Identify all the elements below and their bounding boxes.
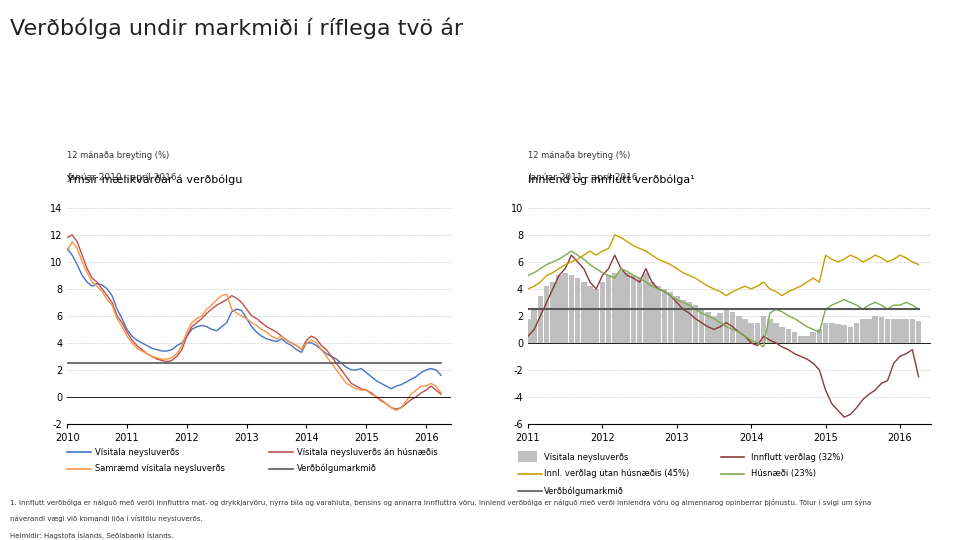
Bar: [903, 319, 909, 343]
Bar: [705, 312, 710, 343]
Bar: [681, 300, 685, 343]
Bar: [841, 325, 847, 343]
Bar: [773, 322, 779, 343]
Bar: [661, 289, 667, 343]
Bar: [606, 275, 612, 343]
Bar: [593, 289, 599, 343]
Text: •  Sem fyrr togast á innflutt verðhjöðnun og innlend verðbólga (og þá helst húsn: • Sem fyrr togast á innflutt verðhjöðnun…: [17, 175, 474, 185]
Bar: [853, 322, 859, 343]
Bar: [785, 329, 791, 343]
Bar: [909, 319, 915, 343]
Text: •  Verðbólga var 1,6% í apríl – minnkaði úr 2,1% í ársbyrjun en jókst lítillega : • Verðbólga var 1,6% í apríl – minnkaði …: [17, 84, 956, 93]
Bar: [760, 316, 766, 343]
Bar: [668, 292, 673, 343]
Text: Vísitala neysluverðs: Vísitala neysluverðs: [543, 453, 628, 462]
Bar: [581, 282, 587, 343]
Bar: [532, 309, 537, 343]
Bar: [618, 271, 624, 343]
Bar: [717, 313, 723, 343]
Text: Heimldir: Hagstofa Íslands, Seðlabanki Íslands.: Heimldir: Hagstofa Íslands, Seðlabanki Í…: [10, 532, 173, 539]
Bar: [686, 302, 692, 343]
Text: Innlend og innflutt verðbólga¹: Innlend og innflutt verðbólga¹: [528, 174, 695, 185]
Bar: [810, 332, 816, 343]
Bar: [755, 322, 760, 343]
Text: náverandi vægi við komandi liða í vísitölu neysluverðs.: náverandi vægi við komandi liða í vísitö…: [10, 516, 203, 522]
Bar: [612, 273, 617, 343]
Bar: [829, 322, 834, 343]
Bar: [711, 316, 717, 343]
Bar: [891, 319, 897, 343]
Bar: [624, 273, 630, 343]
Text: 12 mánaða breyting (%): 12 mánaða breyting (%): [528, 151, 631, 160]
Bar: [792, 332, 798, 343]
Text: Innflutt verðlag (32%): Innflutt verðlag (32%): [751, 453, 843, 462]
Bar: [835, 324, 841, 343]
Text: Samræmd vísitala neysluverðs: Samræmd vísitala neysluverðs: [95, 464, 226, 473]
Bar: [742, 319, 748, 343]
Text: Húsnæði (23%): Húsnæði (23%): [751, 469, 816, 478]
Bar: [600, 282, 605, 343]
Bar: [885, 319, 890, 343]
Text: 12 mánaða breyting (%): 12 mánaða breyting (%): [67, 151, 170, 160]
Bar: [568, 275, 574, 343]
Bar: [550, 282, 556, 343]
Bar: [643, 273, 649, 343]
Bar: [518, 451, 538, 462]
Text: Janúar 2010 - apríl 2016: Janúar 2010 - apríl 2016: [67, 173, 177, 182]
Bar: [823, 322, 828, 343]
Bar: [538, 295, 543, 343]
Bar: [860, 319, 866, 343]
Text: Ýmsir mælikvarðar á verðbólgu: Ýmsir mælikvarðar á verðbólgu: [67, 173, 243, 185]
Bar: [588, 286, 592, 343]
Bar: [730, 312, 735, 343]
Bar: [649, 282, 655, 343]
Bar: [749, 322, 754, 343]
Text: Verðbólgumarkmið: Verðbólgumarkmið: [543, 487, 624, 496]
Bar: [525, 319, 531, 343]
Bar: [817, 329, 822, 343]
Bar: [898, 319, 902, 343]
Bar: [636, 276, 642, 343]
Text: Vísitala neysluverðs án húsnæðis: Vísitala neysluverðs án húsnæðis: [297, 448, 438, 456]
Text: Verðbólgumarkmið: Verðbólgumarkmið: [297, 464, 377, 474]
Bar: [916, 321, 922, 343]
Bar: [656, 286, 661, 343]
Text: 1. Innflutt verðbólga er nálguð með verði innfluttra mat- og drykkjarvöru, nýrra: 1. Innflutt verðbólga er nálguð með verð…: [10, 500, 871, 507]
Bar: [736, 316, 741, 343]
Bar: [724, 309, 730, 343]
Text: Janúar 2011 - apríl 2016: Janúar 2011 - apríl 2016: [528, 173, 637, 182]
Text: Innl. verðlag utan húsnæðis (45%): Innl. verðlag utan húsnæðis (45%): [543, 469, 689, 478]
Bar: [804, 336, 809, 343]
Bar: [692, 305, 698, 343]
Bar: [699, 309, 705, 343]
Bar: [848, 327, 853, 343]
Bar: [767, 319, 773, 343]
Bar: [543, 286, 549, 343]
Bar: [873, 316, 878, 343]
Bar: [575, 278, 581, 343]
Bar: [878, 317, 884, 343]
Bar: [556, 275, 562, 343]
Bar: [563, 273, 568, 343]
Text: Verðbólga undir markmiði í ríflega tvö ár: Verðbólga undir markmiði í ríflega tvö á…: [10, 18, 463, 39]
Bar: [798, 336, 804, 343]
Bar: [866, 319, 872, 343]
Bar: [780, 327, 785, 343]
Text: Vísitala neysluverðs: Vísitala neysluverðs: [95, 448, 180, 456]
Bar: [631, 275, 636, 343]
Text: •  Mælist enn minni án húsnæðis: 0,2% í apríl en var -0,1% í apríl í fyrra: • Mælist enn minni án húsnæðis: 0,2% í a…: [17, 130, 359, 139]
Bar: [674, 295, 680, 343]
